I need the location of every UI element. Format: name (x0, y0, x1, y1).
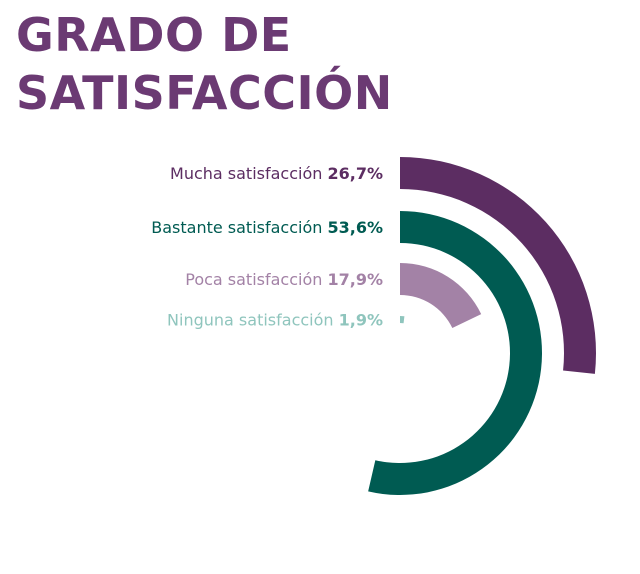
category-value-1: 26,7% (327, 164, 383, 183)
category-label-2: Bastante satisfacción 53,6% (151, 218, 383, 237)
category-name-4: Ninguna satisfacción (167, 311, 339, 330)
chart-title-line-2: SATISFACCIÓN (16, 66, 393, 120)
ring-bar-2 (368, 211, 542, 495)
category-label-3: Poca satisfacción 17,9% (185, 270, 383, 289)
category-value-4: 1,9% (339, 311, 383, 330)
ring-bar-1 (400, 157, 596, 374)
category-name-3: Poca satisfacción (185, 270, 327, 289)
chart-title-line-1: GRADO DE (16, 8, 292, 62)
category-label-4: Ninguna satisfacción 1,9% (167, 311, 383, 330)
category-name-2: Bastante satisfacción (151, 218, 327, 237)
ring-bar-3 (400, 263, 482, 328)
category-name-1: Mucha satisfacción (170, 164, 327, 183)
ring-bar-4 (400, 316, 405, 324)
category-value-3: 17,9% (327, 270, 383, 289)
chart-title: GRADO DE SATISFACCIÓN (16, 6, 393, 122)
category-label-1: Mucha satisfacción 26,7% (170, 164, 383, 183)
category-value-2: 53,6% (327, 218, 383, 237)
